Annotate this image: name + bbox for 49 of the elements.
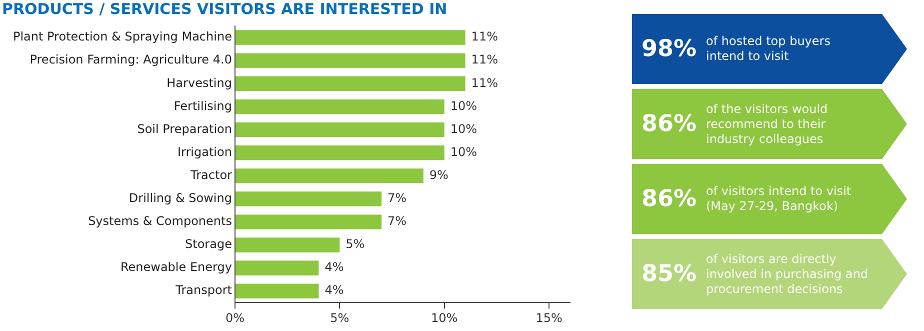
text: of visitors are directly involved in purchasing and procurement decisions xyxy=(706,252,870,296)
data-label: 7% xyxy=(388,214,407,228)
data-label: 7% xyxy=(388,191,407,205)
y-tick-label: Tractor xyxy=(190,168,232,182)
bar xyxy=(235,122,444,138)
y-tick-label: Renewable Energy xyxy=(120,260,232,274)
y-tick-label: Systems & Components xyxy=(88,214,232,228)
category-label: 86% xyxy=(640,186,698,212)
bar xyxy=(235,53,466,68)
y-tick-label: Soil Preparation xyxy=(137,122,232,136)
category-label: 85% xyxy=(640,261,698,287)
bar xyxy=(235,214,382,230)
data-label: 5% xyxy=(346,237,365,252)
x-tick-label: 5% xyxy=(330,310,350,325)
x-tick-label: 15% xyxy=(536,310,562,325)
data-label: 4% xyxy=(324,283,344,298)
y-tick-label: Storage xyxy=(185,237,232,252)
data-label: 9% xyxy=(429,168,448,182)
y-tick-label: Irrigation xyxy=(177,144,232,159)
bar xyxy=(235,260,319,276)
text: of visitors intend to visit (May 27-29, Bangkok) xyxy=(706,184,852,214)
category-label: 98% xyxy=(640,36,698,62)
bar xyxy=(235,168,424,184)
data-label: 10% xyxy=(450,122,478,136)
data-label: 10% xyxy=(450,98,478,113)
x-tick-label: 0% xyxy=(225,310,244,325)
bar xyxy=(235,145,444,160)
y-tick-label: Fertilising xyxy=(174,98,232,113)
y-tick-label: Drilling & Sowing xyxy=(128,191,232,205)
data-label: 11% xyxy=(471,76,498,90)
bar xyxy=(235,284,319,298)
data-label: 11% xyxy=(471,52,498,67)
data-label: 4% xyxy=(324,260,344,274)
y-tick-label: Harvesting xyxy=(166,76,232,90)
y-tick-label: Transport xyxy=(174,283,232,298)
bar xyxy=(235,76,466,91)
y-tick-label: Precision Farming: Agriculture 4.0 xyxy=(30,52,232,67)
chart-title: PRODUCTS / SERVICES VISITORS ARE INTERESTED IN xyxy=(2,0,448,18)
y-tick-label: Plant Protection & Spraying Machine xyxy=(12,30,232,44)
bar xyxy=(235,192,382,206)
text: of the visitors would recommend to their industry colleagues xyxy=(706,102,829,146)
data-label: 11% xyxy=(471,30,498,44)
bar xyxy=(235,99,444,114)
bar xyxy=(235,238,340,252)
category-label: 86% xyxy=(640,111,698,137)
text: of hosted top buyers intend to visit xyxy=(706,34,832,64)
x-tick-label: 10% xyxy=(431,310,458,325)
bar xyxy=(235,30,466,45)
data-label: 10% xyxy=(450,144,478,159)
